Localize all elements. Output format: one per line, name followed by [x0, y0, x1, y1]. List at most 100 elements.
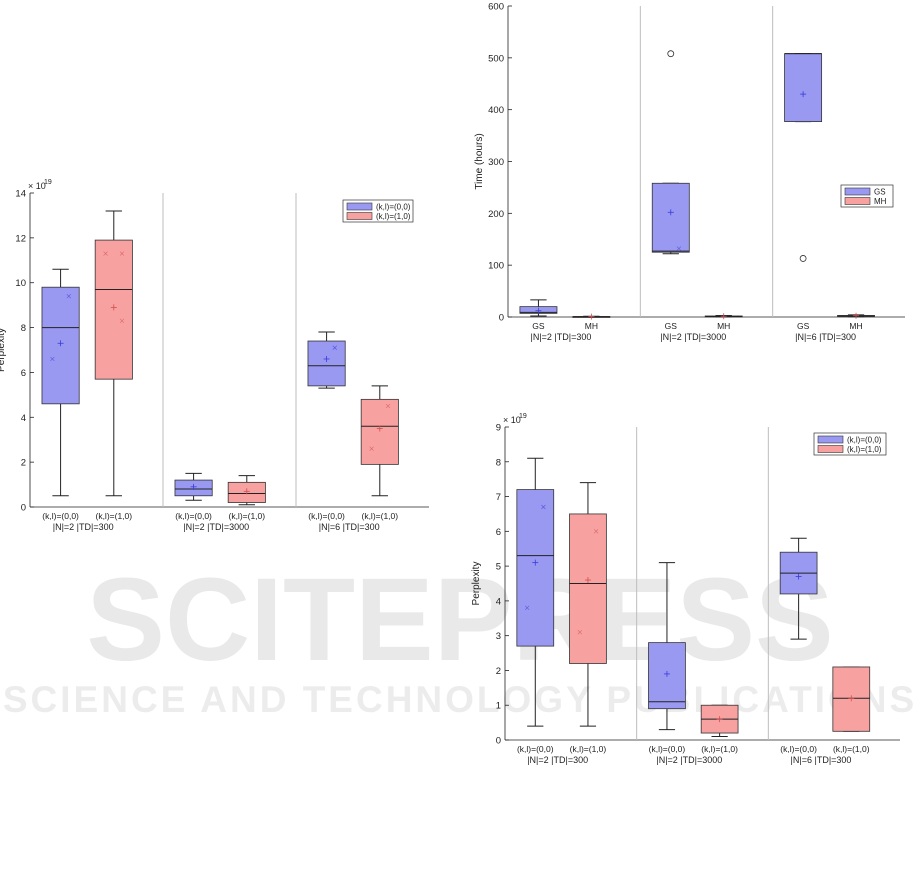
exponent-power: 19 — [519, 413, 527, 420]
y-tick-label: 8 — [21, 323, 26, 334]
category-tick-label: (k,l)=(1,0) — [833, 744, 870, 754]
box-blue — [516, 457, 555, 727]
box-red — [94, 210, 133, 497]
box-body — [307, 340, 346, 387]
box-blue — [779, 537, 818, 640]
box-red — [837, 312, 875, 319]
legend-swatch — [817, 435, 844, 444]
y-tick-label: 600 — [488, 2, 504, 13]
box-red — [569, 482, 607, 727]
box-blue — [307, 331, 346, 389]
category-tick-label: (k,l)=(1,0) — [701, 744, 738, 754]
category-tick-label: (k,l)=(1,0) — [570, 744, 607, 754]
sample-point — [50, 356, 55, 362]
legend-label: (k,l)=(0,0) — [376, 203, 411, 212]
y-tick-label: 9 — [496, 423, 501, 434]
category-tick-label: (k,l)=(0,0) — [517, 744, 554, 754]
y-tick-label: 4 — [496, 596, 501, 607]
category-tick-label: MH — [585, 321, 598, 331]
sample-point — [524, 605, 530, 611]
box-blue — [651, 50, 690, 255]
sample-point — [66, 293, 71, 299]
group-label: |N|=6 |TD|=300 — [791, 755, 852, 765]
sample-point — [332, 345, 337, 350]
sample-point — [593, 529, 599, 534]
sample-point — [385, 403, 391, 409]
y-tick-label: 0 — [499, 313, 504, 324]
group-label: |N|=2 |TD|=3000 — [656, 755, 722, 765]
sample-point — [369, 446, 374, 451]
category-tick-label: (k,l)=(1,0) — [361, 511, 398, 521]
sample-point — [676, 246, 682, 251]
y-axis-label: Time (hours) — [474, 133, 485, 189]
box-body — [360, 398, 399, 465]
outlier-point — [667, 50, 675, 58]
y-tick-label: 0 — [496, 736, 501, 747]
y-tick-label: 12 — [15, 233, 26, 244]
box-blue — [784, 53, 823, 262]
exponent-label: × 10 — [503, 415, 521, 425]
y-tick-label: 14 — [15, 189, 26, 200]
group-label: |N|=2 |TD|=3000 — [183, 522, 249, 532]
box-blue — [174, 472, 213, 501]
y-tick-label: 3 — [496, 631, 501, 642]
box-body — [784, 53, 823, 122]
category-tick-label: (k,l)=(0,0) — [308, 511, 345, 521]
y-tick-label: 0 — [21, 503, 26, 514]
sample-point — [103, 251, 108, 256]
watermark-line2: SCIENCE AND TECHNOLOGY PUBLICATIONS — [3, 679, 917, 720]
y-axis-label: Perplexity — [0, 328, 7, 372]
outlier-point — [799, 255, 807, 262]
sample-point — [119, 251, 125, 256]
group-label: |N|=2 |TD|=3000 — [660, 332, 726, 342]
category-tick-label: (k,l)=(0,0) — [175, 511, 212, 521]
legend-swatch — [817, 445, 844, 453]
legend-label: GS — [874, 188, 886, 197]
y-tick-label: 300 — [488, 157, 504, 168]
box-red — [227, 475, 266, 506]
sample-point — [541, 504, 546, 510]
watermark: SCITEPRESS SCIENCE AND TECHNOLOGY PUBLIC… — [3, 554, 917, 720]
category-tick-label: MH — [717, 321, 730, 331]
category-tick-label: (k,l)=(1,0) — [95, 511, 132, 521]
legend-swatch — [844, 197, 871, 205]
legend-label: (k,l)=(0,0) — [847, 436, 882, 445]
exponent-power: 19 — [44, 179, 52, 186]
exponent-label: × 10 — [28, 181, 46, 191]
category-tick-label: GS — [665, 321, 678, 331]
legend-label: (k,l)=(1,0) — [847, 445, 882, 454]
y-tick-label: 4 — [21, 413, 26, 424]
legend: (k,l)=(0,0)(k,l)=(1,0) — [342, 199, 414, 223]
category-tick-label: GS — [532, 321, 545, 331]
group-label: |N|=6 |TD|=300 — [795, 332, 856, 342]
y-tick-label: 6 — [496, 527, 501, 538]
watermark-line1: SCITEPRESS — [86, 554, 834, 686]
group-label: |N|=2 |TD|=300 — [530, 332, 591, 342]
sample-point — [577, 629, 583, 635]
y-tick-label: 200 — [488, 209, 504, 220]
box-body — [651, 182, 690, 253]
y-tick-label: 400 — [488, 105, 504, 116]
box-body — [516, 489, 555, 647]
y-tick-label: 5 — [496, 562, 501, 573]
group-label: |N|=2 |TD|=300 — [53, 522, 114, 532]
y-tick-label: 6 — [21, 368, 26, 379]
sample-point — [119, 318, 125, 324]
category-tick-label: MH — [849, 321, 862, 331]
legend-swatch — [844, 187, 871, 196]
category-tick-label: (k,l)=(0,0) — [780, 744, 817, 754]
box-red — [360, 385, 399, 497]
box-blue — [519, 299, 558, 317]
legend-label: MH — [874, 197, 887, 206]
legend-swatch — [346, 202, 373, 211]
y-tick-label: 1 — [496, 701, 501, 712]
y-tick-label: 8 — [496, 457, 501, 468]
y-tick-label: 100 — [488, 261, 504, 272]
legend-label: (k,l)=(1,0) — [376, 212, 411, 221]
category-tick-label: GS — [797, 321, 810, 331]
